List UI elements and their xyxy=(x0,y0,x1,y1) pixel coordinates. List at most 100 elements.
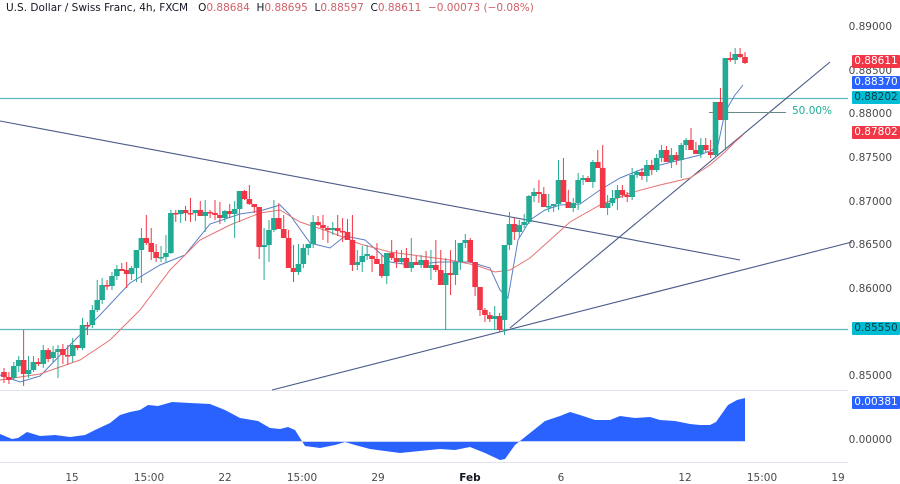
candle xyxy=(84,325,91,327)
candle xyxy=(153,252,159,258)
candle xyxy=(315,222,321,225)
candle xyxy=(35,362,42,364)
candle xyxy=(305,244,312,248)
change-value: −0.00073 (−0.08%) xyxy=(427,2,534,14)
candle xyxy=(320,225,326,228)
time-tick-label: 15:00 xyxy=(286,472,318,484)
candle xyxy=(300,248,307,264)
candle xyxy=(678,145,685,160)
trendlines[interactable] xyxy=(0,61,853,391)
candle xyxy=(560,180,567,202)
candle xyxy=(668,155,675,162)
time-tick-label: 19 xyxy=(831,472,845,484)
candle xyxy=(452,262,459,275)
candle xyxy=(619,190,626,195)
candle xyxy=(742,57,748,63)
price-tick-label: 0.87000 xyxy=(848,195,892,208)
candle xyxy=(266,230,272,245)
fib-50-label: 50.00% xyxy=(792,105,833,117)
candle xyxy=(226,211,233,214)
candle xyxy=(222,211,228,218)
candle xyxy=(64,355,71,357)
high-label: H xyxy=(256,2,265,14)
candle xyxy=(295,264,302,272)
candle xyxy=(40,350,47,364)
candle xyxy=(491,316,498,319)
candle xyxy=(89,310,96,325)
indicator-histogram xyxy=(0,398,745,460)
candle xyxy=(138,238,145,250)
candle xyxy=(550,204,557,206)
chart-legend: U.S. Dollar / Swiss Franc, 4h, FXCM O 0.8… xyxy=(6,2,534,14)
candle xyxy=(15,360,22,366)
candle xyxy=(496,316,503,330)
symbol-title: U.S. Dollar / Swiss Franc, 4h, FXCM xyxy=(6,2,189,14)
candle xyxy=(467,240,473,262)
horizontal-levels[interactable] xyxy=(0,97,848,331)
candle xyxy=(251,204,258,207)
trendline[interactable] xyxy=(271,241,853,391)
candle xyxy=(570,203,577,208)
candle xyxy=(383,253,390,276)
candle xyxy=(658,150,665,158)
high-value: 0.88695 xyxy=(264,2,308,14)
time-tick-label: 15:00 xyxy=(746,472,778,484)
candle xyxy=(104,285,110,287)
candle xyxy=(94,300,101,310)
candle xyxy=(609,198,616,203)
candle xyxy=(344,232,351,240)
candle xyxy=(118,269,125,271)
candle xyxy=(241,191,248,199)
candle xyxy=(683,140,689,145)
candle xyxy=(717,102,724,120)
candle xyxy=(369,256,375,259)
candle xyxy=(271,218,277,230)
candle xyxy=(334,228,341,231)
open-label: O xyxy=(198,2,207,14)
trendline[interactable] xyxy=(509,61,831,329)
candle xyxy=(60,349,66,355)
candle xyxy=(545,206,552,208)
candle xyxy=(11,366,17,378)
candle xyxy=(599,168,606,208)
candle xyxy=(79,325,86,348)
candle xyxy=(722,58,729,120)
candle xyxy=(712,102,719,155)
candle xyxy=(285,238,292,268)
candle xyxy=(482,310,488,315)
candle xyxy=(261,245,267,247)
candle xyxy=(25,370,32,374)
candles xyxy=(1,48,748,386)
candle xyxy=(55,349,61,352)
candle xyxy=(511,224,518,232)
candle xyxy=(575,180,581,203)
moving-averages xyxy=(0,84,744,383)
candle xyxy=(256,207,262,247)
candle xyxy=(663,150,670,162)
candle xyxy=(614,190,621,198)
ma-slow-line xyxy=(0,134,744,381)
candle xyxy=(531,192,537,196)
candle xyxy=(349,240,356,265)
candle xyxy=(644,165,650,176)
time-tick-label: 22 xyxy=(218,472,232,484)
candle xyxy=(6,377,12,380)
oscillator-area xyxy=(0,398,745,460)
candle xyxy=(555,180,562,204)
candle xyxy=(276,218,282,229)
candle xyxy=(428,265,434,268)
candle xyxy=(437,270,444,285)
candle xyxy=(109,276,115,286)
candle xyxy=(737,54,743,57)
time-tick-label: 12 xyxy=(678,472,692,484)
candle xyxy=(506,224,513,245)
pane-separators xyxy=(0,390,848,463)
candle xyxy=(462,240,469,243)
trendline[interactable] xyxy=(0,120,741,261)
candle xyxy=(99,285,105,300)
candle xyxy=(634,172,640,175)
candle xyxy=(114,269,120,276)
price-tick-label: 0.89000 xyxy=(848,21,892,33)
candle xyxy=(168,213,174,253)
